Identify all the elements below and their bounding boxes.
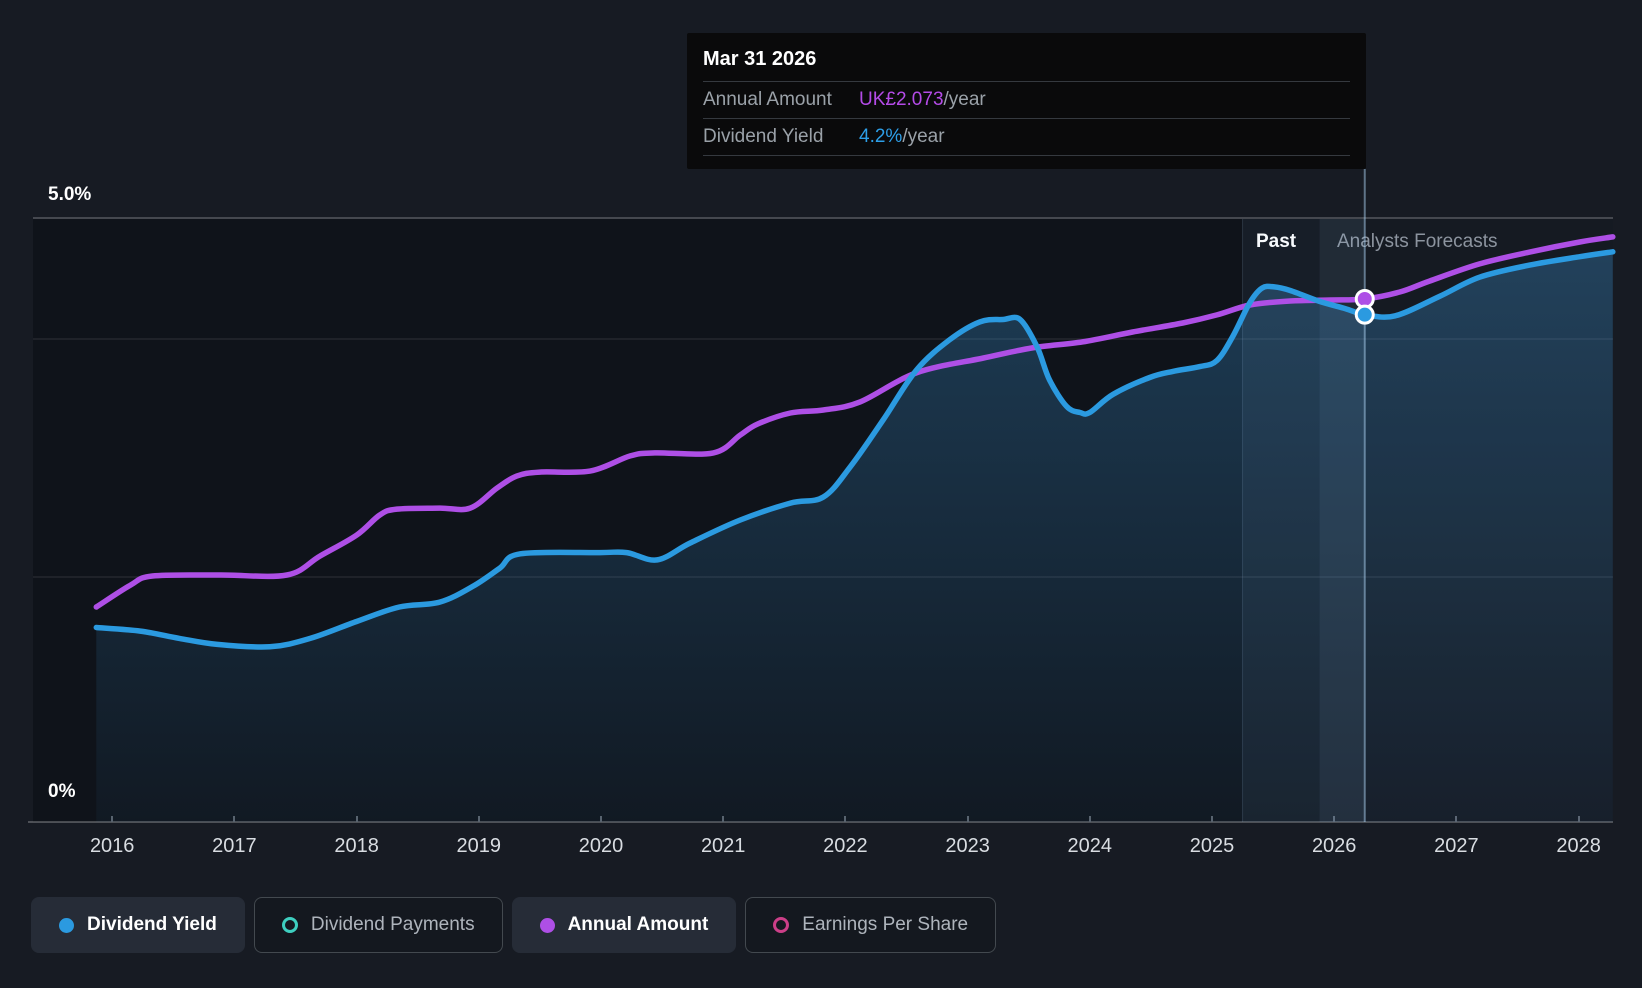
dividend-yield-line — [93, 249, 1616, 650]
filled-dot-icon — [59, 917, 74, 933]
ring-icon — [773, 917, 790, 933]
filled-dot-icon — [539, 917, 555, 933]
tooltip-row-annual-amount: Annual Amount UK£2.073/year — [703, 82, 1350, 119]
legend-label: Annual Amount — [567, 914, 709, 935]
tooltip-value-suffix: /year — [943, 89, 986, 110]
ring-icon — [281, 917, 298, 933]
x-axis-year-label: 2016 — [89, 835, 135, 857]
x-axis-year-label: 2018 — [334, 835, 379, 857]
tooltip-label: Annual Amount — [703, 89, 832, 110]
y-axis-label-zero: 0% — [48, 781, 76, 802]
legend-label: Dividend Yield — [87, 914, 217, 935]
y-axis-label-top: 5.0% — [48, 184, 92, 205]
legend: Dividend Yield Dividend Payments Annual Am… — [31, 897, 997, 953]
tooltip: Mar 31 2026 Annual Amount UK£2.073/year … — [687, 33, 1366, 169]
legend-button-annual-amount[interactable]: Annual Amount — [511, 897, 737, 953]
legend-button-earnings-per-share[interactable]: Earnings Per Share — [745, 897, 997, 953]
x-axis-year-label: 2022 — [823, 835, 868, 857]
x-axis-year-label: 2020 — [578, 835, 624, 857]
x-axis-year-label: 2019 — [456, 835, 502, 857]
tooltip-value-suffix: /year — [902, 126, 945, 147]
x-axis-year-label: 2025 — [1189, 835, 1235, 857]
annual-amount-line — [93, 234, 1616, 610]
gridline-4-percent — [33, 338, 1613, 340]
x-axis-year-label: 2028 — [1556, 835, 1601, 857]
x-axis-year-label: 2027 — [1434, 835, 1479, 857]
gridline-5-percent — [33, 217, 1613, 219]
tooltip-row-dividend-yield: Dividend Yield 4.2%/year — [703, 119, 1350, 156]
tooltip-value: 4.2% — [859, 126, 903, 147]
dividend-yield-area — [96, 251, 1613, 823]
x-axis-year-label: 2026 — [1311, 835, 1357, 857]
legend-button-dividend-payments[interactable]: Dividend Payments — [253, 897, 503, 953]
tooltip-date: Mar 31 2026 — [703, 33, 1350, 82]
dividend-yield-marker[interactable] — [1354, 304, 1375, 325]
legend-button-dividend-yield[interactable]: Dividend Yield — [31, 897, 245, 953]
past-label: Past — [1256, 231, 1296, 253]
analysts-forecasts-label: Analysts Forecasts — [1337, 231, 1498, 253]
x-axis-year-label: 2021 — [700, 835, 746, 857]
tooltip-label: Dividend Yield — [703, 126, 824, 147]
hover-band-past — [1242, 219, 1320, 822]
legend-label: Dividend Payments — [310, 914, 475, 935]
x-axis-year-label: 2023 — [945, 835, 990, 857]
x-axis-year-label: 2017 — [212, 835, 257, 857]
x-axis-year-label: 2024 — [1067, 835, 1113, 857]
legend-label: Earnings Per Share — [802, 914, 969, 935]
tooltip-value: UK£2.073 — [859, 89, 944, 110]
